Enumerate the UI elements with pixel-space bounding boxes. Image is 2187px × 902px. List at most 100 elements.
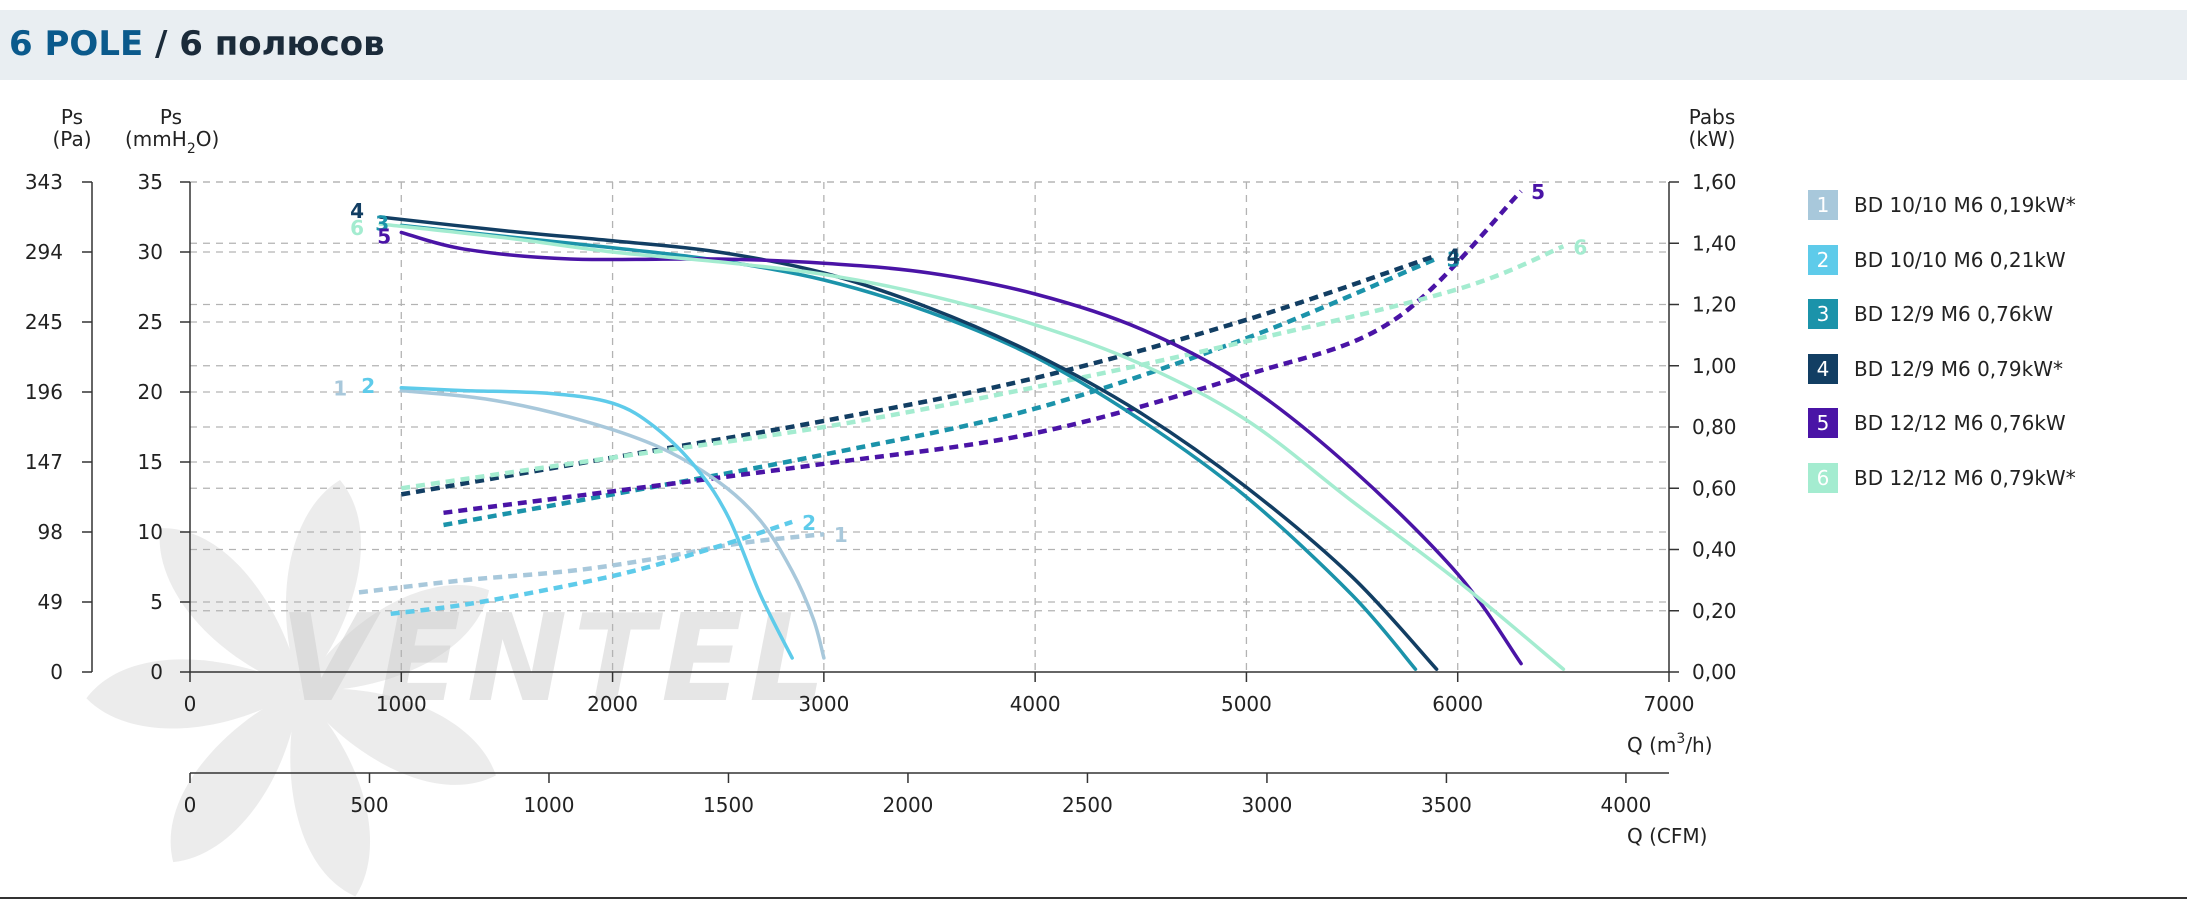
axis-pa-tick-label: 294 [25, 240, 63, 264]
pressure-curve-number-4: 4 [350, 199, 364, 223]
watermark-fan-blade [300, 585, 490, 691]
legend: 1 BD 10/10 M6 0,19kW* 2 BD 10/10 M6 0,21kW 3… [1808, 178, 2076, 505]
legend-label: BD 12/9 M6 0,76kW [1854, 302, 2053, 327]
page-title: 6 POLE / 6 полюсов [9, 24, 385, 64]
axis-m3h-tick-label: 7000 [1644, 692, 1695, 716]
legend-label: BD 10/10 M6 0,21kW [1854, 247, 2066, 272]
axis-kw-tick-label: 1,20 [1692, 293, 1737, 317]
axis-kw-tick-label: 1,00 [1692, 354, 1737, 378]
legend-swatch: 4 [1808, 353, 1838, 384]
axis-mmh2o-tick-label: 0 [150, 660, 163, 684]
watermark-text: VENTEL [280, 590, 832, 729]
axis-mmh2o-tick-label: 35 [138, 170, 163, 194]
pressure-curve-5 [399, 230, 1523, 666]
watermark-fan-blade [285, 480, 361, 690]
title-bar [0, 10, 2187, 80]
axis-kw-tick-label: 1,60 [1692, 170, 1737, 194]
pressure-curve-4 [378, 215, 1439, 671]
axis-mmh2o-unit-sub: 2 [187, 141, 196, 157]
axis-pa-tick-label: 196 [25, 380, 63, 404]
axis-cfm-tick-label: 3000 [1241, 793, 1292, 817]
legend-item: 2 BD 10/10 M6 0,21kW [1808, 233, 2076, 288]
axis-m3h-tick-label: 4000 [1010, 692, 1061, 716]
axis-pa-tick-label: 98 [38, 520, 63, 544]
axis-mmh2o-tick-label: 25 [138, 310, 163, 334]
axis-m3h-tick-label: 5000 [1221, 692, 1272, 716]
axis-kw-unit: (kW) [1689, 127, 1736, 151]
power-curve-1 [358, 531, 825, 595]
axis-pa-tick-label: 147 [25, 450, 63, 474]
legend-swatch: 2 [1808, 244, 1838, 275]
legend-swatch: 5 [1808, 408, 1838, 439]
watermark-fan-blade [290, 690, 371, 897]
axis-cfm-tick-label: 500 [350, 793, 388, 817]
axis-m3h-title-part: Q (m [1627, 733, 1676, 757]
axis-kw-tick-label: 0,60 [1692, 476, 1737, 500]
axis-pa-title: Ps [61, 105, 83, 129]
power-curve-3 [443, 256, 1438, 528]
legend-label: BD 12/12 M6 0,79kW* [1854, 465, 2076, 490]
bottom-rule [0, 897, 2187, 899]
pressure-curve-1 [399, 388, 826, 660]
power-curve-number-2: 2 [802, 511, 816, 535]
watermark-fan-blade [86, 659, 300, 729]
power-curve-6 [400, 244, 1565, 491]
watermark-layer: VENTEL [86, 480, 832, 897]
axis-mmh2o-unit-part: (mmH [125, 127, 187, 151]
pressure-curve-number-6: 6 [350, 216, 364, 240]
axis-m3h-title: Q (m3/h) [1627, 731, 1713, 757]
axis-pa-tick-label: 0 [50, 660, 63, 684]
axis-m3h-tick-label: 6000 [1432, 692, 1483, 716]
title-sub: / 6 полюсов [143, 24, 385, 64]
pressure-curve-2 [399, 386, 794, 660]
axis-m3h-title-end: /h) [1685, 733, 1712, 757]
axes-layer: 04998147196245294343Ps(Pa)05101520253035… [25, 105, 1737, 848]
axis-kw-tick-label: 1,40 [1692, 231, 1737, 255]
axis-kw-tick-label: 0,80 [1692, 415, 1737, 439]
power-curve-number-4: 4 [1447, 245, 1461, 269]
legend-swatch: 6 [1808, 462, 1838, 493]
axis-kw-tick-label: 0,40 [1692, 538, 1737, 562]
pressure-curve-number-2: 2 [361, 374, 375, 398]
power-curve-2 [390, 519, 793, 617]
axis-m3h-tick-label: 1000 [376, 692, 427, 716]
title-main: 6 POLE [9, 24, 144, 64]
legend-item: 3 BD 12/9 M6 0,76kW [1808, 287, 2076, 342]
axis-cfm-tick-label: 2000 [883, 793, 934, 817]
pressure-curve-number-1: 1 [333, 377, 347, 401]
power-curve-number-6: 6 [1573, 235, 1587, 259]
pressure-curve-number-3: 3 [375, 211, 389, 235]
axis-cfm-tick-label: 0 [184, 793, 197, 817]
axis-m3h-tick-label: 0 [184, 692, 197, 716]
watermark-fan-blade [159, 528, 300, 690]
axis-kw-tick-label: 0,20 [1692, 599, 1737, 623]
watermark-fan-blade [300, 688, 496, 785]
axis-m3h-tick-label: 3000 [798, 692, 849, 716]
axis-pa-tick-label: 245 [25, 310, 63, 334]
axis-cfm-tick-label: 1500 [703, 793, 754, 817]
axis-pa-tick-label: 49 [38, 590, 63, 614]
axis-m3h-tick-label: 2000 [587, 692, 638, 716]
legend-item: 6 BD 12/12 M6 0,79kW* [1808, 451, 2076, 506]
legend-swatch: 1 [1808, 190, 1838, 221]
legend-item: 5 BD 12/12 M6 0,76kW [1808, 396, 2076, 451]
axis-pa-unit: (Pa) [52, 127, 91, 151]
axis-cfm-tick-label: 4000 [1600, 793, 1651, 817]
axis-mmh2o-tick-label: 5 [150, 590, 163, 614]
power-curve-number-3: 3 [1447, 248, 1461, 272]
legend-item: 1 BD 10/10 M6 0,19kW* [1808, 178, 2076, 233]
axis-mmh2o-tick-label: 30 [138, 240, 163, 264]
pressure-curve-6 [378, 222, 1566, 671]
legend-swatch: 3 [1808, 299, 1838, 330]
power-curve-number-5: 5 [1531, 180, 1545, 204]
legend-label: BD 12/12 M6 0,76kW [1854, 411, 2066, 436]
axis-cfm-tick-label: 3500 [1421, 793, 1472, 817]
axis-kw-tick-label: 0,00 [1692, 660, 1737, 684]
axis-cfm-title: Q (CFM) [1627, 824, 1707, 848]
watermark-fan-blade [170, 690, 300, 863]
axis-mmh2o-tick-label: 10 [138, 520, 163, 544]
legend-label: BD 12/9 M6 0,79kW* [1854, 356, 2063, 381]
pressure-curve-3 [399, 223, 1418, 671]
